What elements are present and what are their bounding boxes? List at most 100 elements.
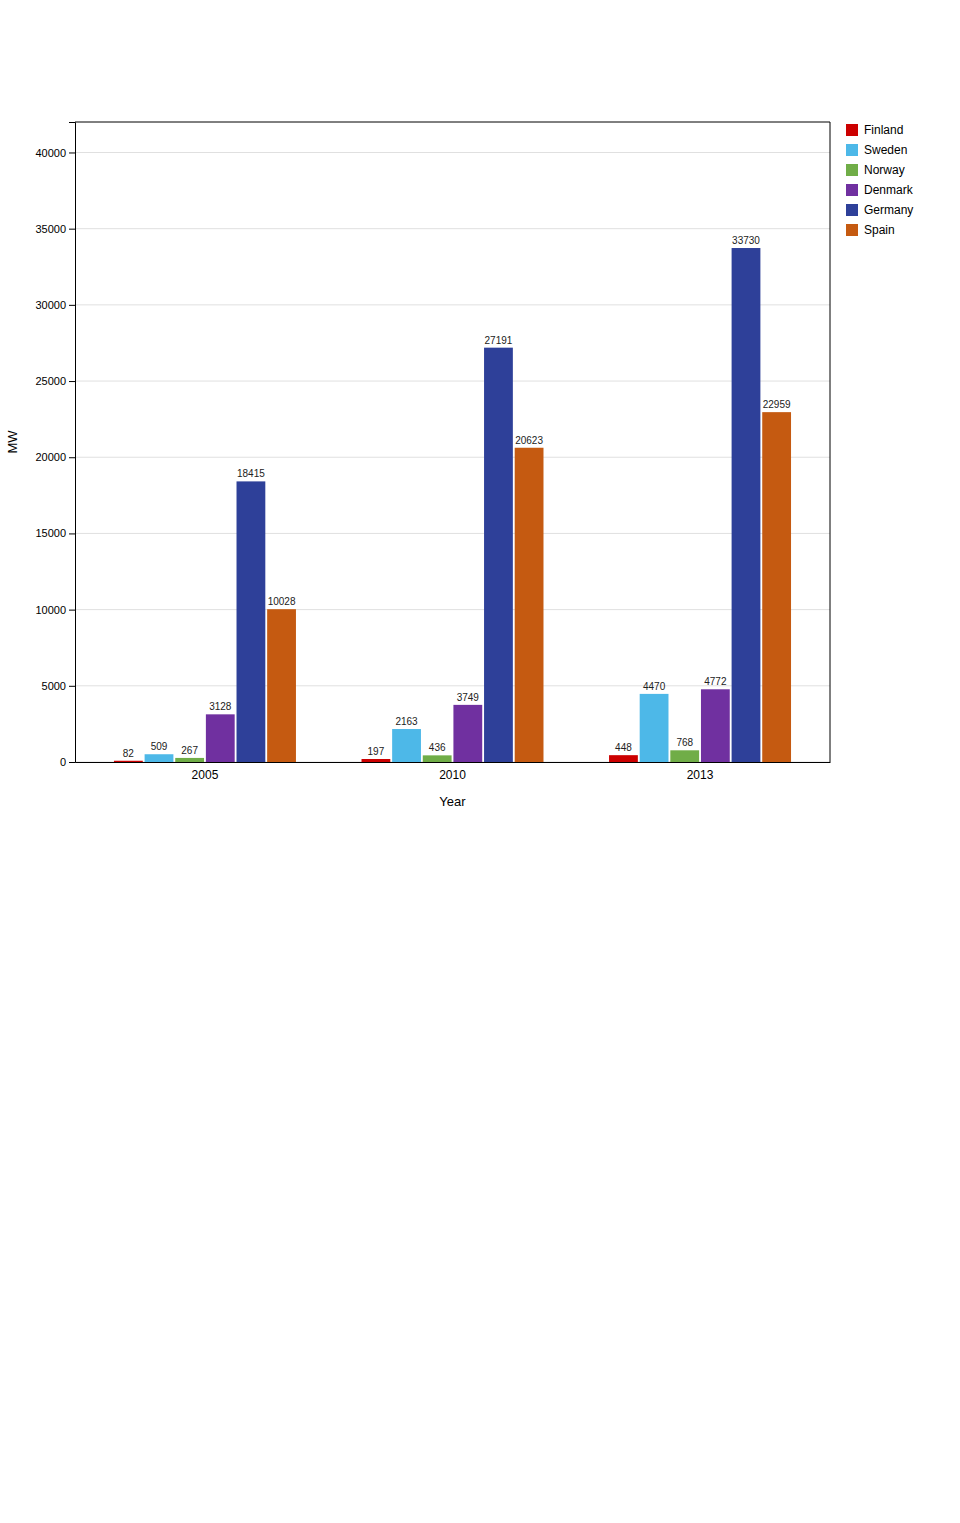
- legend-item: Finland: [846, 123, 903, 137]
- data-label: 3128: [209, 701, 232, 712]
- grid-line: [75, 152, 830, 153]
- x-axis-line: [76, 762, 831, 763]
- data-label: 82: [123, 748, 135, 759]
- y-tick: 5000: [42, 680, 75, 692]
- data-label: 3749: [457, 692, 480, 703]
- legend-item: Spain: [846, 223, 895, 237]
- y-tick: 30000: [35, 299, 75, 311]
- y-tick-label: 0: [60, 756, 66, 768]
- bar: [701, 689, 730, 762]
- grid-line: [75, 381, 830, 382]
- bar: [609, 755, 638, 762]
- bar: [762, 412, 791, 762]
- y-tick: 10000: [35, 604, 75, 616]
- legend-swatch: [846, 164, 858, 176]
- plot-frame-right: [830, 122, 831, 762]
- x-axis: 2005 2010 2013: [76, 763, 831, 782]
- bar: [392, 729, 421, 762]
- data-label: 509: [151, 741, 168, 752]
- y-axis-title: MW: [5, 430, 20, 454]
- y-tick-mark: [69, 381, 75, 382]
- y-tick-mark: [69, 457, 75, 458]
- legend-swatch: [846, 204, 858, 216]
- legend-swatch: [846, 124, 858, 136]
- bar: [175, 758, 204, 762]
- grid-line: [75, 228, 830, 229]
- legend-item: Sweden: [846, 143, 907, 157]
- bar: [670, 750, 699, 762]
- bar: [515, 448, 544, 762]
- bar: [453, 705, 482, 762]
- y-tick: 40000: [35, 146, 75, 158]
- plot-frame-top: [75, 122, 830, 123]
- bar: [267, 609, 296, 762]
- x-tick-label: 2005: [192, 768, 219, 782]
- grid-line: [75, 609, 830, 610]
- y-tick-label: 20000: [35, 451, 66, 463]
- bar: [114, 761, 143, 762]
- legend-label: Sweden: [864, 143, 907, 157]
- x-tick: 2013: [687, 768, 714, 782]
- data-label: 18415: [237, 468, 265, 479]
- data-label: 436: [429, 742, 446, 753]
- bar: [640, 694, 669, 762]
- y-tick-label: 10000: [35, 604, 66, 616]
- y-tick-mark: [69, 610, 75, 611]
- legend-label: Germany: [864, 203, 913, 217]
- y-axis: 0 5000 10000 15000 20000 25000 30000 35000 40000: [35, 123, 75, 769]
- x-tick: 2010: [439, 768, 466, 782]
- y-tick-label: 15000: [35, 527, 66, 539]
- y-tick: 0: [60, 756, 75, 768]
- bar: [145, 754, 174, 762]
- chart-svg: 82 197 448 509 2163 4470 267 436 768 3128 3749 4772…: [0, 0, 960, 1523]
- x-tick: 2005: [192, 768, 219, 782]
- grid-line: [75, 533, 830, 534]
- data-label: 4772: [704, 676, 727, 687]
- y-tick-label: 5000: [42, 680, 66, 692]
- x-tick-label: 2013: [687, 768, 714, 782]
- y-tick-mark: [69, 686, 75, 687]
- legend-label: Spain: [864, 223, 895, 237]
- data-label: 768: [676, 737, 693, 748]
- legend-label: Norway: [864, 163, 905, 177]
- legend-swatch: [846, 144, 858, 156]
- legend: Finland Sweden Norway Denmark Germany Spain: [846, 123, 914, 237]
- legend-label: Finland: [864, 123, 903, 137]
- y-tick-mark: [69, 152, 75, 153]
- data-label: 197: [368, 746, 385, 757]
- bars: [114, 248, 791, 762]
- plot-area: 82 197 448 509 2163 4470 267 436 768 3128 3749 4772…: [5, 122, 914, 809]
- y-tick-label: 30000: [35, 299, 66, 311]
- data-label: 10028: [268, 596, 296, 607]
- legend-item: Norway: [846, 163, 905, 177]
- data-label: 448: [615, 742, 632, 753]
- legend-swatch: [846, 184, 858, 196]
- y-tick: 35000: [35, 223, 75, 235]
- y-tick: 25000: [35, 375, 75, 387]
- y-tick: 20000: [35, 451, 75, 463]
- bar: [362, 759, 391, 762]
- data-label: 27191: [485, 335, 513, 346]
- y-tick-mark: [69, 305, 75, 306]
- y-tick: 15000: [35, 527, 75, 539]
- bar: [484, 348, 513, 762]
- x-tick-label: 2010: [439, 768, 466, 782]
- data-label: 2163: [395, 716, 418, 727]
- grid-line: [75, 457, 830, 458]
- y-tick-mark: [69, 762, 75, 763]
- bar: [732, 248, 761, 762]
- x-axis-title: Year: [439, 794, 466, 809]
- data-label: 267: [181, 745, 198, 756]
- bar: [237, 481, 266, 762]
- y-tick-label: 40000: [35, 146, 66, 158]
- y-tick-label: 35000: [35, 223, 66, 235]
- bar: [423, 755, 452, 762]
- legend-item: Denmark: [846, 183, 914, 197]
- grid: [75, 152, 830, 762]
- legend-label: Denmark: [864, 183, 914, 197]
- data-label: 20623: [515, 435, 543, 446]
- grid-line: [75, 304, 830, 305]
- data-label: 33730: [732, 235, 760, 246]
- legend-item: Germany: [846, 203, 913, 217]
- data-label: 4470: [643, 681, 666, 692]
